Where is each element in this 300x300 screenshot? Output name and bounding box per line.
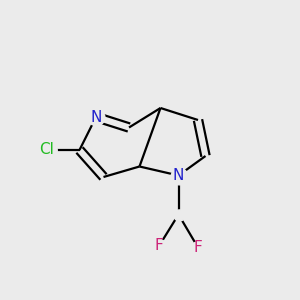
Text: F: F: [154, 238, 164, 253]
Text: Cl: Cl: [39, 142, 54, 158]
Text: N: N: [90, 110, 102, 124]
Text: F: F: [194, 240, 202, 255]
Text: N: N: [173, 168, 184, 183]
